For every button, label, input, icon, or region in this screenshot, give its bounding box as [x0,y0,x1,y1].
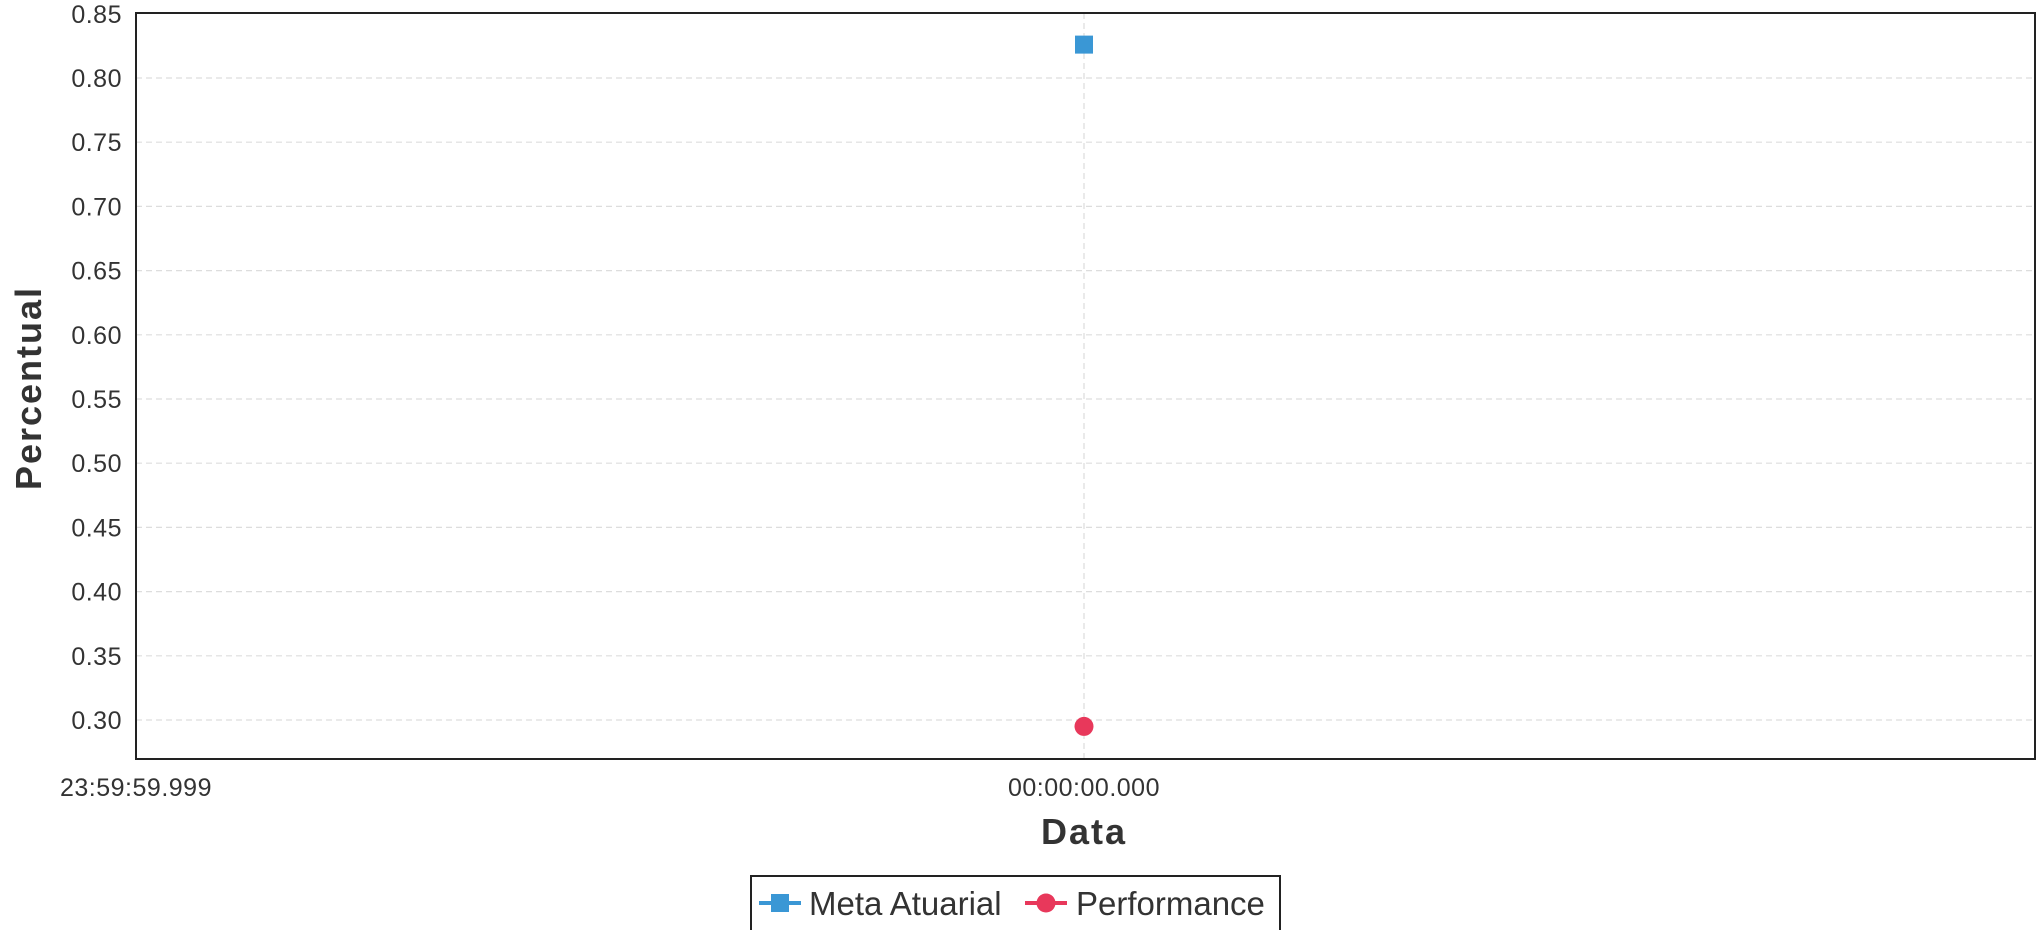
y-tick-label: 0.85 [71,1,122,29]
y-tick-label: 0.45 [71,514,122,542]
y-tick-label: 0.80 [71,65,122,93]
x-axis-title: Data [1041,811,1127,852]
legend-box [750,875,1281,930]
y-axis-title: Percentual [8,286,49,490]
legend[interactable]: Meta Atuarial Performance [750,875,1281,930]
y-tick-label: 0.65 [71,258,122,286]
y-tick-label: 0.55 [71,386,122,414]
x-tick-labels: 23:59:59.999 00:00:00.000 [60,774,1160,802]
legend-item-performance[interactable]: Performance [1025,885,1265,922]
y-tick-label: 0.60 [71,322,122,350]
data-markers [1074,35,1094,736]
x-tick-label: 23:59:59.999 [60,774,212,802]
y-tick-label: 0.75 [71,129,122,157]
legend-square-marker-icon [771,894,789,912]
data-point-performance[interactable] [1074,716,1094,736]
legend-label-meta-atuarial: Meta Atuarial [809,885,1002,922]
legend-item-meta-atuarial[interactable]: Meta Atuarial [759,885,1002,922]
x-tick-label: 00:00:00.000 [1008,774,1160,802]
data-point-meta-atuarial[interactable] [1075,35,1093,54]
legend-circle-marker-icon [1036,893,1056,913]
grid-lines [136,13,2035,759]
y-tick-label: 0.40 [71,579,122,607]
y-tick-label: 0.50 [71,450,122,478]
y-tick-labels: 0.30 0.35 0.40 0.45 0.50 0.55 0.60 0.65 0.70 0.75… [71,1,122,735]
plot-area-border [135,12,2036,760]
y-tick-label: 0.35 [71,643,122,671]
y-tick-label: 0.70 [71,193,122,221]
y-tick-label: 0.30 [71,707,122,735]
legend-label-performance: Performance [1076,885,1265,922]
